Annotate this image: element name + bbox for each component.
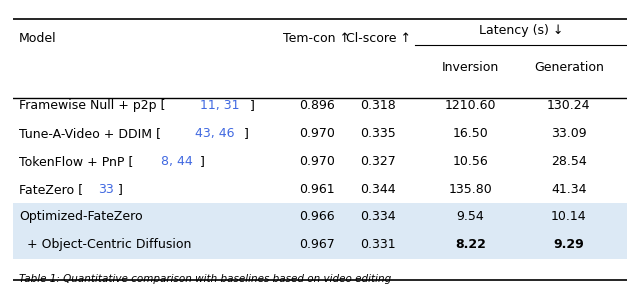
Text: Optimized-FateZero: Optimized-FateZero [19, 210, 143, 223]
Text: + Object-Centric Diffusion: + Object-Centric Diffusion [19, 238, 191, 251]
Text: 135.80: 135.80 [449, 183, 492, 196]
Text: 11, 31: 11, 31 [200, 100, 240, 112]
Text: 0.334: 0.334 [360, 210, 396, 223]
Text: Model: Model [19, 33, 56, 45]
Text: 0.331: 0.331 [360, 238, 396, 251]
Text: 0.344: 0.344 [360, 183, 396, 196]
Text: 0.327: 0.327 [360, 155, 396, 168]
Text: 0.967: 0.967 [299, 238, 335, 251]
Text: ]: ] [244, 127, 249, 140]
Text: 9.29: 9.29 [554, 238, 584, 251]
Text: 0.318: 0.318 [360, 100, 396, 112]
Text: ]: ] [250, 100, 254, 112]
Text: 0.970: 0.970 [299, 127, 335, 140]
Text: 0.961: 0.961 [299, 183, 335, 196]
Text: ]: ] [118, 183, 123, 196]
Text: 33: 33 [99, 183, 114, 196]
Text: 10.56: 10.56 [452, 155, 488, 168]
Text: 130.24: 130.24 [547, 100, 591, 112]
Text: Tune-A-Video + DDIM [: Tune-A-Video + DDIM [ [19, 127, 161, 140]
Text: Latency (s) ↓: Latency (s) ↓ [479, 24, 564, 37]
Text: 1210.60: 1210.60 [445, 100, 496, 112]
FancyBboxPatch shape [13, 203, 627, 231]
Text: Table 1: Quantitative comparison with baselines based on video editing: Table 1: Quantitative comparison with ba… [19, 274, 391, 284]
FancyBboxPatch shape [13, 231, 627, 259]
Text: 8.22: 8.22 [455, 238, 486, 251]
Text: 0.970: 0.970 [299, 155, 335, 168]
Text: 0.896: 0.896 [299, 100, 335, 112]
Text: 9.54: 9.54 [457, 210, 484, 223]
Text: ]: ] [200, 155, 205, 168]
Text: 41.34: 41.34 [551, 183, 587, 196]
Text: FateZero [: FateZero [ [19, 183, 83, 196]
Text: TokenFlow + PnP [: TokenFlow + PnP [ [19, 155, 133, 168]
Text: Framewise Null + p2p [: Framewise Null + p2p [ [19, 100, 166, 112]
Text: Cl-score ↑: Cl-score ↑ [346, 33, 411, 45]
Text: Tem-con ↑: Tem-con ↑ [284, 33, 351, 45]
Text: 0.966: 0.966 [299, 210, 335, 223]
Text: 33.09: 33.09 [551, 127, 587, 140]
Text: 43, 46: 43, 46 [195, 127, 234, 140]
Text: 8, 44: 8, 44 [161, 155, 193, 168]
Text: 28.54: 28.54 [551, 155, 587, 168]
Text: Inversion: Inversion [442, 61, 499, 74]
Text: 0.335: 0.335 [360, 127, 396, 140]
Text: Generation: Generation [534, 61, 604, 74]
Text: 10.14: 10.14 [551, 210, 587, 223]
Text: 16.50: 16.50 [452, 127, 488, 140]
